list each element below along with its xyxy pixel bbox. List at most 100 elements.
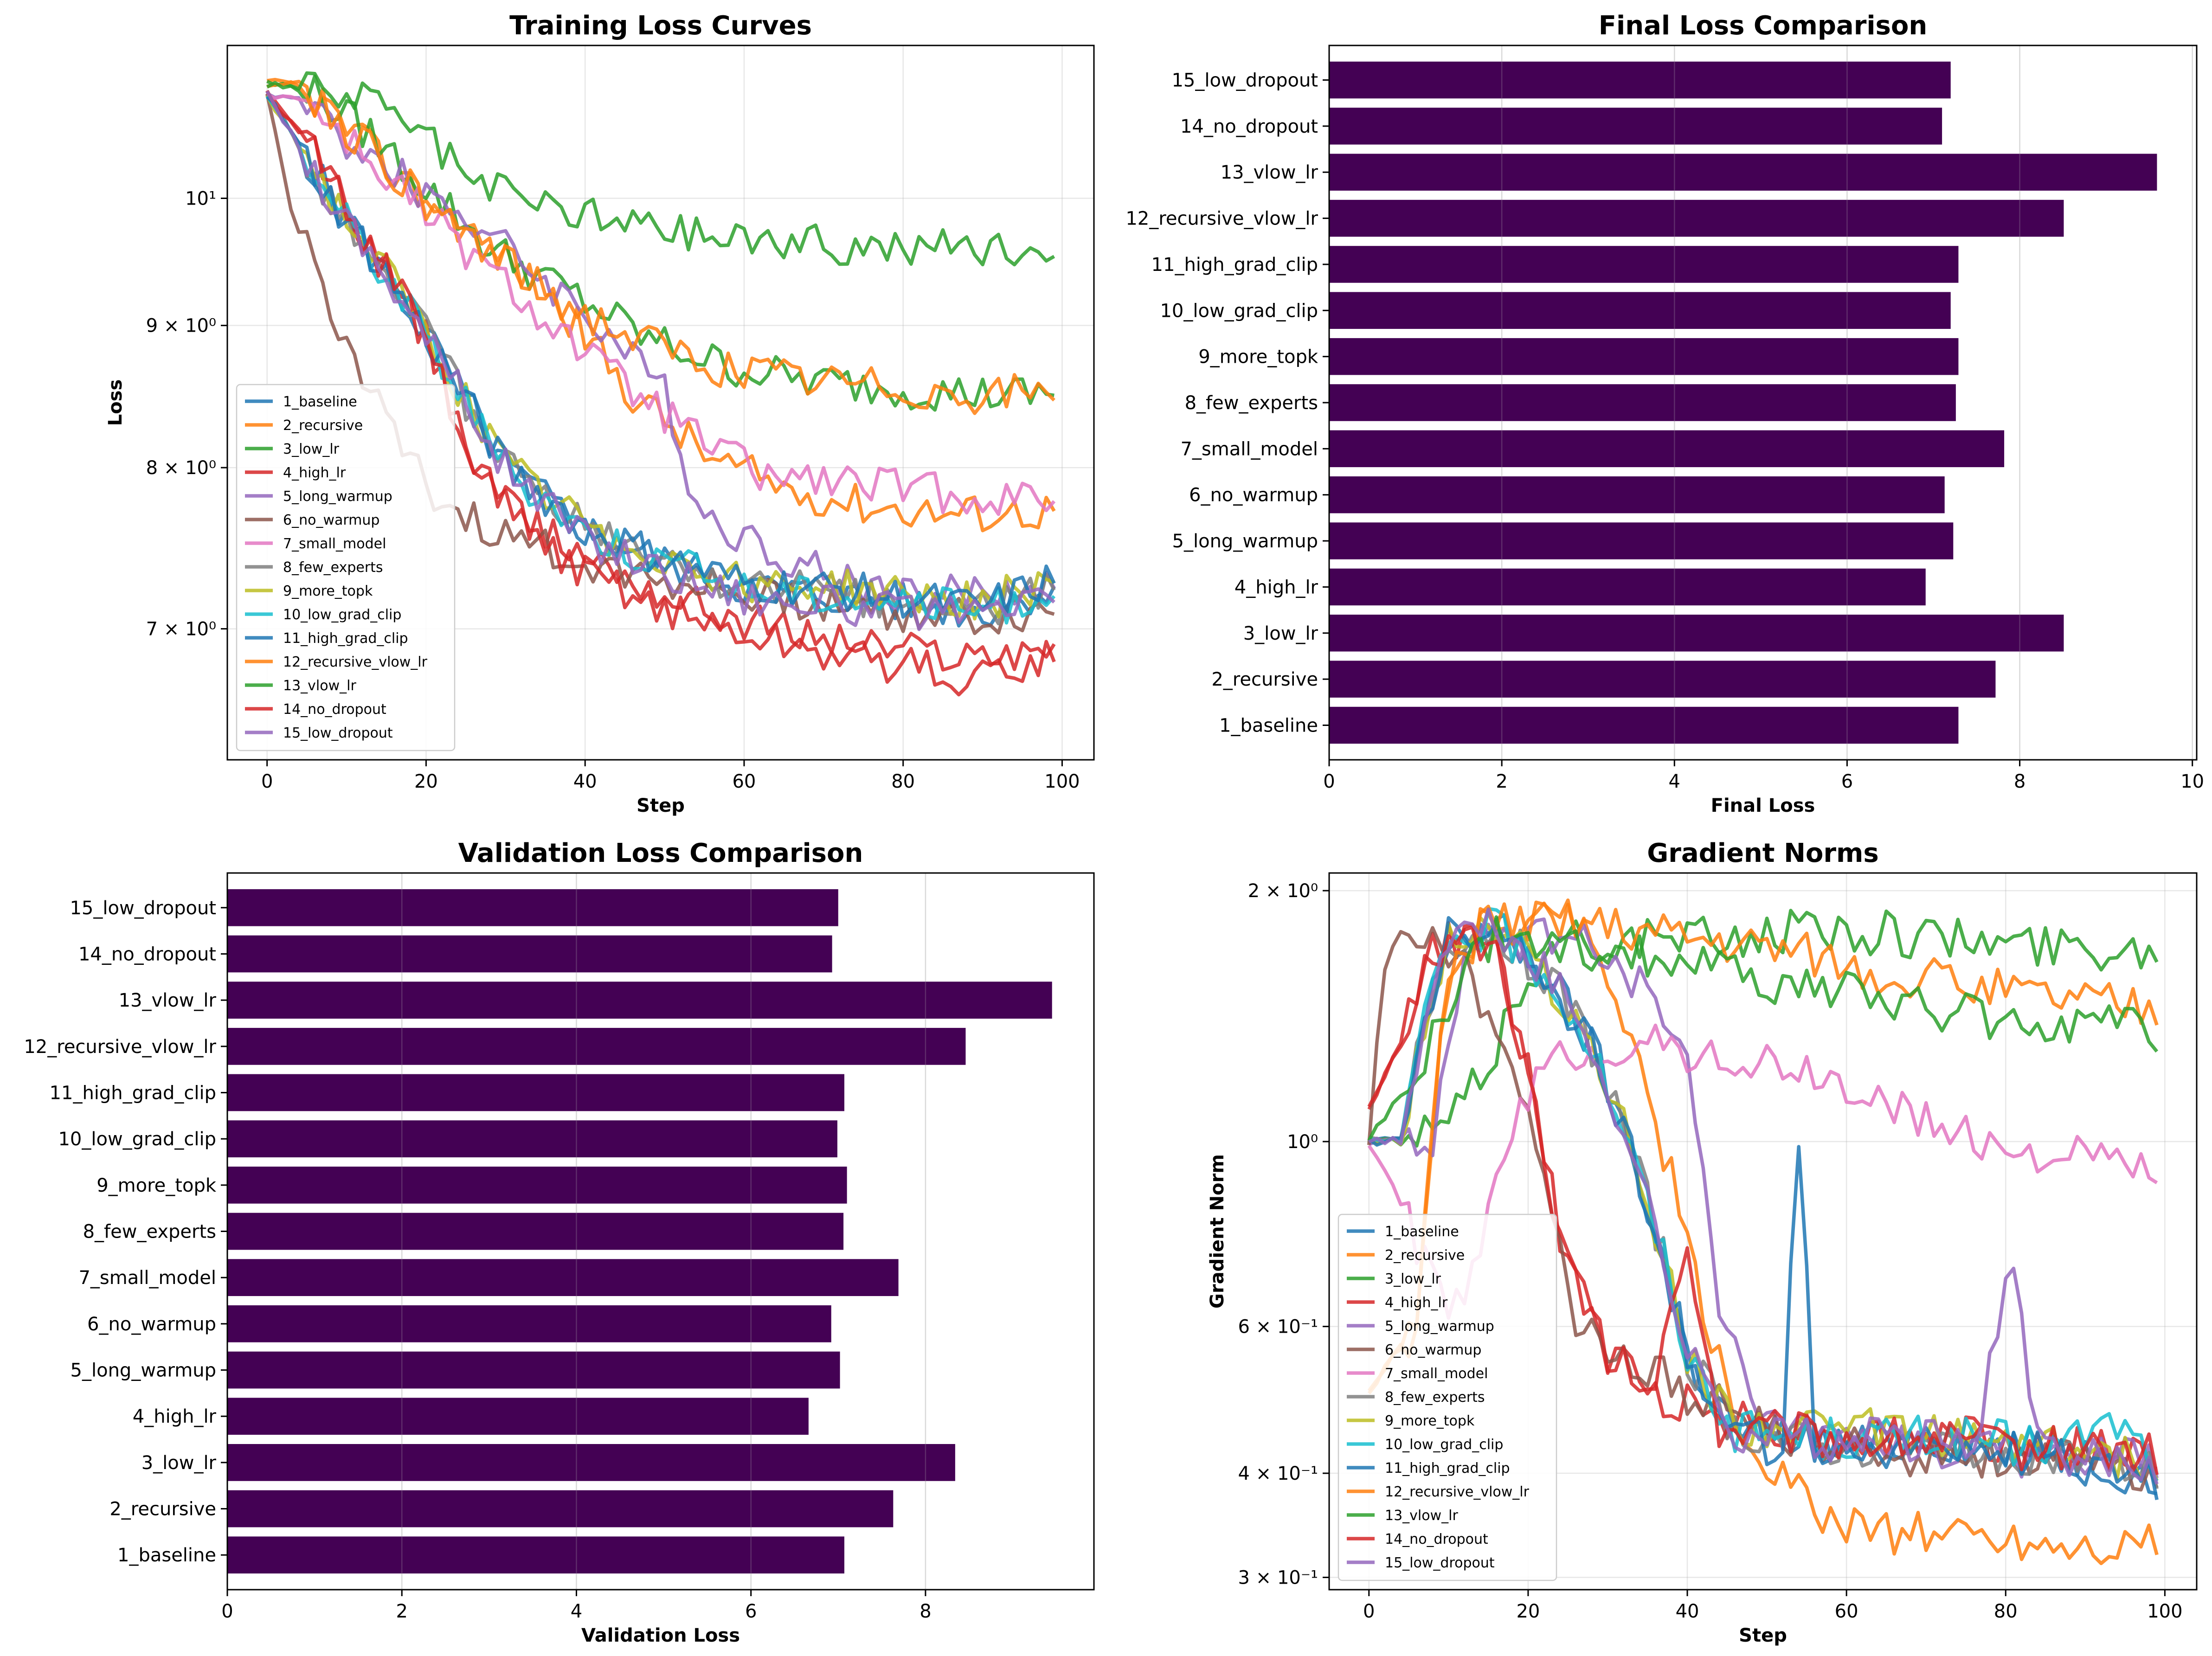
legend-box — [236, 384, 456, 751]
x-tick-label: 20 — [414, 771, 438, 792]
legend-label-4-high-lr: 4_high_lr — [283, 465, 346, 481]
legend-label-2-recursive: 2_recursive — [283, 417, 363, 434]
x-tick-label: 0 — [261, 771, 273, 792]
y-tick-label: 10⁰ — [1287, 1131, 1318, 1153]
y-tick-label-15-low-dropout: 15_low_dropout — [70, 898, 216, 919]
x-axis-label: Validation Loss — [581, 1625, 740, 1646]
bar-9-more-topk — [1329, 338, 1959, 375]
x-tick-label: 60 — [732, 771, 756, 792]
series-line-12-recursive-vlow-lr — [266, 80, 1055, 415]
legend-label-2-recursive: 2_recursive — [1385, 1247, 1465, 1264]
x-tick-label: 6 — [745, 1601, 757, 1622]
y-tick-label-7-small-model: 7_small_model — [78, 1267, 216, 1289]
y-tick-label-13-vlow-lr: 13_vlow_lr — [119, 990, 217, 1011]
y-tick-label: 8 × 10⁰ — [146, 457, 216, 479]
bar-9-more-topk — [227, 1166, 847, 1204]
y-axis-label: Gradient Norm — [1207, 1154, 1228, 1309]
x-tick-label: 8 — [920, 1601, 931, 1622]
legend-label-10-low-grad-clip: 10_low_grad_clip — [1385, 1437, 1503, 1453]
legend-label-15-low-dropout: 15_low_dropout — [1385, 1555, 1495, 1571]
x-tick-label: 2 — [396, 1601, 408, 1622]
y-tick-label-5-long-warmup: 5_long_warmup — [71, 1360, 216, 1381]
series-line-7-small-model — [266, 93, 1056, 516]
bar-5-long-warmup — [1329, 522, 1954, 559]
x-tick-label: 2 — [1496, 771, 1507, 792]
x-axis-label: Step — [637, 795, 685, 816]
y-tick-label-9-more-topk: 9_more_topk — [96, 1175, 217, 1196]
series-line-10-low-grad-clip — [265, 95, 1056, 625]
x-tick-label: 40 — [1676, 1601, 1699, 1622]
series-line-15-low-dropout — [265, 90, 1055, 631]
bar-11-high-grad-clip — [227, 1074, 844, 1111]
y-tick-label-14-no-dropout: 14_no_dropout — [1180, 116, 1318, 137]
series-line-14-no-dropout — [1367, 925, 2159, 1476]
x-tick-label: 100 — [2147, 1601, 2182, 1622]
series-line-13-vlow-lr — [1367, 915, 2159, 1142]
y-tick-label-3-low-lr: 3_low_lr — [1243, 623, 1318, 644]
x-tick-label: 4 — [571, 1601, 582, 1622]
x-tick-label: 8 — [2014, 771, 2026, 792]
x-tick-label: 20 — [1516, 1601, 1540, 1622]
x-axis-label: Step — [1739, 1625, 1787, 1646]
bar-15-low-dropout — [1329, 61, 1951, 99]
legend-label-7-small-model: 7_small_model — [283, 536, 386, 552]
y-tick-label: 4 × 10⁻¹ — [1238, 1463, 1318, 1484]
legend-label-3-low-lr: 3_low_lr — [283, 441, 340, 457]
y-tick-label-4-high-lr: 4_high_lr — [133, 1406, 217, 1427]
bar-15-low-dropout — [227, 889, 838, 926]
legend-label-5-long-warmup: 5_long_warmup — [1385, 1318, 1494, 1335]
y-tick-label-7-small-model: 7_small_model — [1180, 438, 1318, 460]
x-tick-label: 80 — [1994, 1601, 2018, 1622]
gradient-norms-panel: 0 20 40 60 80 100 3 × 10⁻¹ 4 × 10⁻¹ 6 × 10⁻¹ 10⁰ 2… — [1207, 838, 2198, 1646]
x-tick-label: 100 — [1044, 771, 1080, 792]
legend-label-10-low-grad-clip: 10_low_grad_clip — [283, 607, 401, 623]
series-line-12-recursive-vlow-lr — [1367, 898, 2159, 1392]
legend-label-1-baseline: 1_baseline — [283, 394, 357, 410]
legend-label-13-vlow-lr: 13_vlow_lr — [283, 678, 356, 694]
legend-label-13-vlow-lr: 13_vlow_lr — [1385, 1508, 1458, 1524]
bar-6-no-warmup — [227, 1305, 831, 1342]
training-loss-panel: 0 20 40 60 80 100 7 × 10⁰ 8 × 10⁰ 9 × 10⁰ 10¹ 1_ba… — [105, 11, 1095, 816]
bar-6-no-warmup — [1329, 476, 1945, 513]
y-tick-label-3-low-lr: 3_low_lr — [141, 1452, 217, 1474]
legend-label-5-long-warmup: 5_long_warmup — [283, 488, 392, 505]
y-axis-label: Loss — [105, 379, 126, 426]
y-tick-label-2-recursive: 2_recursive — [109, 1499, 216, 1520]
bar-14-no-dropout — [1329, 108, 1942, 145]
series-line-14-no-dropout — [265, 90, 1056, 697]
y-tick-label-13-vlow-lr: 13_vlow_lr — [1221, 162, 1318, 183]
x-tick-label: 0 — [221, 1601, 233, 1622]
legend-label-4-high-lr: 4_high_lr — [1385, 1295, 1448, 1311]
validation-loss-panel: 1_baseline 2_recursive 3_low_lr 4_high_lr 5_… — [24, 838, 1095, 1646]
panel-title: Gradient Norms — [1647, 838, 1878, 868]
legend-label-12-recursive-vlow-lr: 12_recursive_vlow_lr — [1385, 1484, 1530, 1500]
legend-label-15-low-dropout: 15_low_dropout — [283, 725, 393, 741]
bar-13-vlow-lr — [1329, 154, 2157, 191]
y-tick-label: 2 × 10⁰ — [1248, 880, 1318, 902]
bar-1-baseline — [227, 1536, 844, 1574]
bar-8-few-experts — [227, 1213, 844, 1250]
bar-3-low-lr — [1329, 615, 2064, 652]
series-line-13-vlow-lr — [266, 71, 1055, 267]
y-tick-label-8-few-experts: 8_few_experts — [1185, 392, 1318, 414]
y-tick-label: 3 × 10⁻¹ — [1238, 1567, 1318, 1589]
legend-label-3-low-lr: 3_low_lr — [1385, 1271, 1441, 1287]
y-tick-label-11-high-grad-clip: 11_high_grad_clip — [1151, 254, 1318, 276]
x-tick-label: 4 — [1669, 771, 1680, 792]
y-tick-label-10-low-grad-clip: 10_low_grad_clip — [1160, 300, 1318, 321]
bar-3-low-lr — [227, 1444, 955, 1481]
x-axis-label: Final Loss — [1711, 795, 1815, 816]
legend-label-7-small-model: 7_small_model — [1385, 1366, 1488, 1382]
y-tick-label-10-low-grad-clip: 10_low_grad_clip — [58, 1129, 216, 1150]
series-line-7-small-model — [1367, 1023, 2158, 1320]
y-tick-label-14-no-dropout: 14_no_dropout — [78, 944, 216, 965]
legend-label-14-no-dropout: 14_no_dropout — [283, 701, 386, 718]
panel-title: Validation Loss Comparison — [458, 838, 863, 868]
bar-14-no-dropout — [227, 935, 832, 973]
bar-2-recursive — [227, 1490, 894, 1528]
x-tick-label: 6 — [1841, 771, 1853, 792]
y-tick-label-6-no-warmup: 6_no_warmup — [87, 1314, 216, 1335]
bar-5-long-warmup — [227, 1351, 840, 1389]
y-tick-label-1-baseline: 1_baseline — [1219, 715, 1318, 736]
